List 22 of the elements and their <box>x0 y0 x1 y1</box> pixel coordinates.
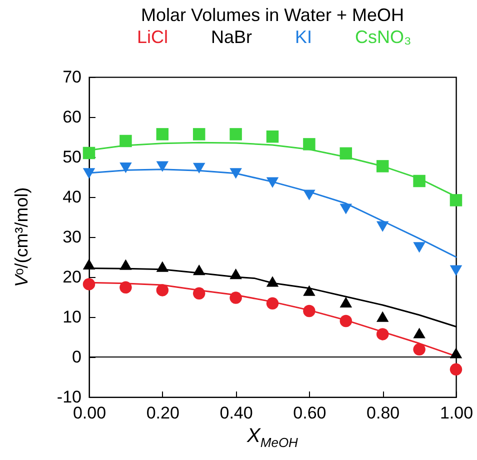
x-tick-label: 0.40 <box>220 404 253 422</box>
x-tick-label: 0.60 <box>293 404 326 422</box>
y-axis-title: Vᵒ/(cm³/mol) <box>12 187 32 287</box>
text: KI <box>295 27 312 47</box>
x-tick-label: 0.80 <box>366 404 400 422</box>
y-tick-label: -10 <box>56 388 82 406</box>
x-axis-title: X$_{MeOH}$ <box>247 425 298 450</box>
y-tick-label: 40 <box>62 188 82 206</box>
y-tick-label: 60 <box>62 108 82 126</box>
x-tick-label: 0.00 <box>72 404 106 422</box>
y-tick-label: 20 <box>62 268 82 286</box>
text: LiCl <box>137 27 168 47</box>
y-tick-label: 30 <box>62 228 82 246</box>
y-tick-label: 10 <box>62 308 82 326</box>
text: CsNO₃ <box>355 27 412 47</box>
y-tick-label: 0 <box>72 348 82 366</box>
x-tick-label: 1.00 <box>440 404 474 422</box>
x-tick-label: 0.20 <box>146 404 180 422</box>
y-tick-label: 70 <box>62 68 82 86</box>
chart-title: Molar Volumes in Water + MeOH <box>141 5 404 25</box>
text: NaBr <box>211 27 252 47</box>
y-tick-label: 50 <box>62 148 82 166</box>
